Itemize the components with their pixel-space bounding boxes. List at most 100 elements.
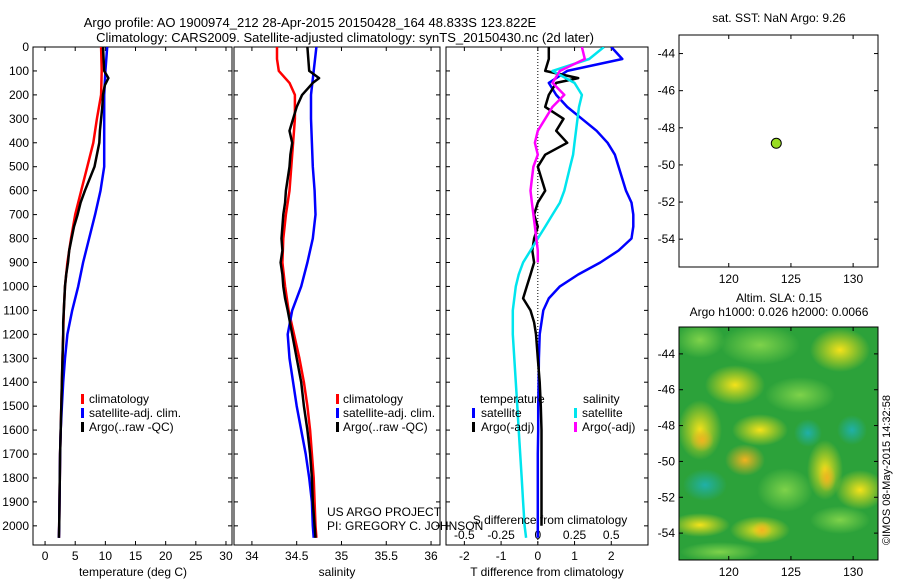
depth-tick-label: 1500	[2, 399, 29, 413]
t-difference-tick-label: 2	[608, 549, 615, 563]
t-difference-series-salinity-satellite	[511, 47, 605, 538]
temperature-tick-label: 25	[189, 549, 203, 563]
sla-map-title-line1: Altim. SLA: 0.15	[736, 291, 822, 305]
t-difference-series-temperature-argo-adj-	[521, 47, 580, 526]
sla-map-x-tick-label: 125	[781, 565, 801, 579]
salinity-series-climatology	[275, 47, 318, 538]
legend-temperature-header: temperature	[480, 392, 545, 406]
salinity-series-argo-raw-qc-	[279, 47, 321, 538]
depth-tick-label: 900	[9, 255, 29, 269]
depth-tick-label: 2000	[2, 519, 29, 533]
legend-swatch-satellite	[336, 408, 339, 418]
legend-label-t-argo: Argo(-adj)	[481, 420, 534, 434]
temperature-series-argo-raw-qc-	[57, 47, 110, 538]
t-difference-axis-ticks: -2 -1 0 1 2	[459, 47, 615, 563]
salinity-tick-label: 36	[424, 549, 438, 563]
legend-swatch-climatology	[81, 394, 84, 404]
s-difference-tick-label: 0.25	[563, 528, 587, 542]
legend-swatch-s-argo	[574, 422, 577, 432]
legend-swatch-argo	[81, 422, 84, 432]
difference-legend: temperature salinity satellite Argo(-adj…	[472, 392, 635, 434]
difference-panel	[445, 46, 649, 546]
legend-label-climatology: climatology	[89, 392, 149, 406]
legend-swatch-satellite	[81, 408, 84, 418]
sst-map-y-tick-label: -54	[658, 232, 676, 246]
sla-map-y-tick-label: -50	[658, 454, 676, 468]
sst-map-y-tick-label: -48	[658, 121, 676, 135]
temperature-series	[57, 47, 110, 538]
temperature-xlabel: temperature (deg C)	[79, 565, 187, 579]
depth-tick-label: 400	[9, 136, 29, 150]
legend-salinity-header: salinity	[583, 392, 620, 406]
depth-axis-ticks: 0 100 200 300 400 500 600 700 800 900 1000 1100 1200…	[2, 40, 648, 533]
t-difference-tick-label: 0	[534, 549, 541, 563]
temperature-axis-ticks: 0 5 10 15 20 25 30	[42, 47, 233, 563]
temperature-panel	[32, 46, 233, 546]
project-credit-line1: US ARGO PROJECT	[327, 505, 442, 519]
sla-map-y-tick-label: -44	[658, 347, 676, 361]
t-difference-tick-label: 1	[571, 549, 578, 563]
sla-map-x-tick-label: 130	[843, 565, 863, 579]
depth-tick-label: 100	[9, 64, 29, 78]
legend-label-argo: Argo(..raw -QC)	[89, 420, 174, 434]
legend-label-s-satellite: satellite	[582, 406, 623, 420]
t-difference-tick-label: -1	[496, 549, 507, 563]
legend-swatch-climatology	[336, 394, 339, 404]
temperature-tick-label: 20	[159, 549, 173, 563]
imos-watermark: ©IMOS 08-May-2015 14:32:58	[881, 395, 893, 545]
depth-tick-label: 800	[9, 232, 29, 246]
salinity-axis-ticks: 34 34.5 35 35.5 36	[245, 47, 438, 563]
temperature-tick-label: 10	[99, 549, 113, 563]
s-difference-tick-label: -0.5	[454, 528, 475, 542]
depth-tick-label: 1600	[2, 423, 29, 437]
depth-tick-label: 700	[9, 208, 29, 222]
salinity-tick-label: 34	[245, 549, 259, 563]
legend-swatch-s-satellite	[574, 408, 577, 418]
sla-heatmap	[679, 327, 878, 560]
sla-map-y-tick-label: -54	[658, 526, 676, 540]
sst-map-axis-ticks: 120 125 130 -44 -46 -48 -50 -52 -54	[658, 35, 878, 286]
s-difference-xlabel: S difference from climatology	[473, 513, 628, 527]
sst-map-x-tick-label: 120	[719, 272, 739, 286]
sla-map-axis-ticks: 120 125 130 -44 -46 -48 -50 -52 -54	[658, 327, 878, 579]
legend-label-satellite: satellite-adj. clim.	[343, 406, 435, 420]
legend-label-climatology: climatology	[343, 392, 403, 406]
temperature-tick-label: 0	[42, 549, 49, 563]
salinity-series-satellite-adj-clim-	[286, 47, 318, 538]
t-difference-xlabel: T difference from climatology	[470, 565, 624, 579]
depth-tick-label: 1100	[3, 303, 29, 317]
depth-tick-label: 500	[9, 160, 29, 174]
temperature-tick-label: 15	[129, 549, 143, 563]
depth-tick-label: 200	[9, 88, 29, 102]
depth-tick-label: 600	[9, 184, 29, 198]
salinity-panel	[233, 46, 441, 546]
salinity-xlabel: salinity	[319, 565, 356, 579]
depth-tick-label: 1000	[2, 279, 29, 293]
sla-map-y-tick-label: -46	[658, 383, 676, 397]
s-difference-tick-label: -0.25	[487, 528, 515, 542]
sst-map-y-tick-label: -46	[658, 84, 676, 98]
sst-map-points	[770, 137, 782, 149]
depth-tick-label: 1200	[2, 327, 29, 341]
legend-label-satellite: satellite-adj. clim.	[89, 406, 181, 420]
figure-title-line2: Climatology: CARS2009. Satellite-adjuste…	[96, 30, 594, 45]
argo-location-marker	[770, 137, 782, 149]
legend-swatch-t-satellite	[472, 408, 475, 418]
sla-map-frame	[678, 326, 879, 561]
legend-label-argo: Argo(..raw -QC)	[343, 420, 428, 434]
legend-swatch-t-argo	[472, 422, 475, 432]
s-difference-tick-label: 0.5	[603, 528, 620, 542]
sla-map-x-tick-label: 120	[719, 565, 739, 579]
t-difference-series-temperature-satellite	[536, 47, 635, 538]
sst-map-frame	[678, 34, 879, 268]
depth-tick-label: 1700	[2, 447, 29, 461]
sst-map-y-tick-label: -50	[658, 158, 676, 172]
sst-map-x-tick-label: 130	[843, 272, 863, 286]
salinity-tick-label: 35	[335, 549, 349, 563]
temperature-tick-label: 5	[72, 549, 79, 563]
salinity-series	[275, 47, 321, 538]
depth-tick-label: 1900	[2, 495, 29, 509]
sla-map-y-tick-label: -52	[658, 490, 676, 504]
sla-map-title-line2: Argo h1000: 0.026 h2000: 0.0066	[690, 305, 869, 319]
